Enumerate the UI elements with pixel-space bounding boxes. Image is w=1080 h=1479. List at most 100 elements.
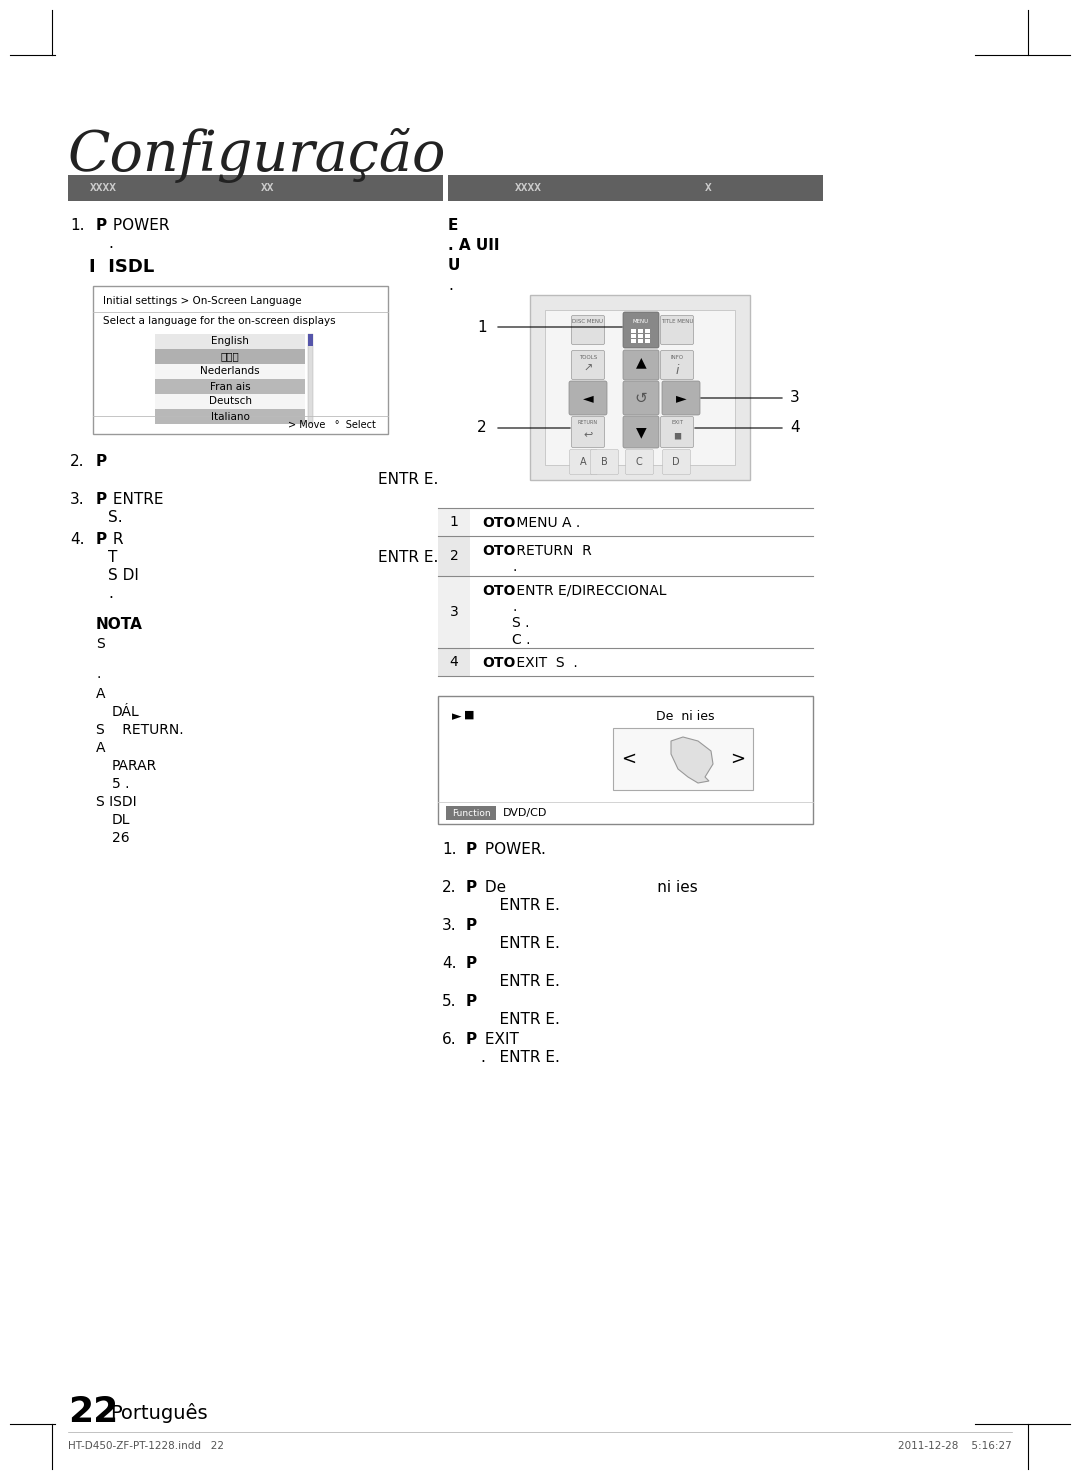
Text: E: E — [448, 217, 458, 234]
Text: 2: 2 — [477, 420, 487, 435]
Text: MENU: MENU — [633, 319, 649, 324]
Text: 5.: 5. — [442, 994, 457, 1009]
Text: 4: 4 — [789, 420, 799, 435]
Bar — [631, 328, 636, 333]
Text: ↩: ↩ — [583, 429, 593, 439]
Text: S    RETURN.: S RETURN. — [96, 723, 184, 737]
Text: EXIT: EXIT — [671, 420, 683, 424]
Text: P: P — [465, 955, 477, 972]
Bar — [156, 349, 305, 364]
Text: P: P — [96, 217, 107, 234]
Text: EXIT  S  .: EXIT S . — [512, 657, 578, 670]
Text: English: English — [211, 337, 248, 346]
Text: A: A — [96, 741, 106, 754]
Text: <: < — [621, 750, 636, 768]
Text: RETURN  R
.: RETURN R . — [512, 544, 592, 574]
Text: OTO: OTO — [482, 657, 515, 670]
Text: Italiano: Italiano — [211, 411, 249, 422]
Text: TITLE MENU: TITLE MENU — [661, 319, 693, 324]
Bar — [156, 334, 305, 349]
Text: ENTR E.: ENTR E. — [480, 898, 559, 913]
Text: 22: 22 — [68, 1395, 118, 1429]
Text: ISDL: ISDL — [102, 257, 154, 277]
Bar — [530, 294, 750, 481]
Text: ▲: ▲ — [636, 355, 646, 368]
Text: 2: 2 — [449, 549, 458, 563]
Text: 4.: 4. — [442, 955, 457, 972]
Text: ↺: ↺ — [635, 390, 647, 405]
FancyBboxPatch shape — [662, 450, 690, 475]
Text: 3: 3 — [789, 390, 800, 405]
Text: POWER: POWER — [108, 217, 170, 234]
Text: ►: ► — [453, 710, 461, 723]
Text: .: . — [108, 586, 113, 600]
Text: DISC MENU: DISC MENU — [572, 319, 604, 324]
Text: P: P — [465, 842, 477, 856]
Text: ▼: ▼ — [636, 424, 646, 439]
Text: 2.: 2. — [442, 880, 457, 895]
FancyBboxPatch shape — [571, 315, 605, 345]
Bar — [438, 575, 470, 648]
FancyBboxPatch shape — [661, 351, 693, 380]
Text: .: . — [480, 1050, 485, 1065]
Bar — [645, 334, 650, 339]
Text: P: P — [465, 918, 477, 933]
Text: ◄: ◄ — [583, 390, 593, 405]
Text: HT-D450-ZF-PT-1228.indd   22: HT-D450-ZF-PT-1228.indd 22 — [68, 1441, 224, 1451]
Text: INFO: INFO — [671, 355, 684, 359]
Text: ENTR E.: ENTR E. — [378, 472, 438, 487]
Text: DVD/CD: DVD/CD — [503, 808, 548, 818]
Text: ENTR E.: ENTR E. — [480, 975, 559, 989]
Bar — [156, 393, 305, 410]
Text: 2011-12-28    5:16:27: 2011-12-28 5:16:27 — [899, 1441, 1012, 1451]
FancyBboxPatch shape — [569, 450, 597, 475]
Text: RETURN: RETURN — [578, 420, 598, 424]
Text: 1: 1 — [477, 319, 487, 334]
Bar — [156, 410, 305, 424]
Bar — [638, 328, 643, 333]
Text: Select a language for the on-screen displays: Select a language for the on-screen disp… — [103, 317, 336, 325]
Bar — [308, 334, 313, 346]
Text: P: P — [96, 493, 107, 507]
Text: OTO: OTO — [482, 516, 515, 529]
Text: XX: XX — [261, 183, 274, 192]
Text: 한국어: 한국어 — [220, 352, 240, 361]
Text: 1: 1 — [449, 515, 458, 529]
Text: 3.: 3. — [442, 918, 457, 933]
Text: 5 .: 5 . — [112, 776, 130, 791]
Text: A: A — [96, 688, 106, 701]
Bar — [68, 175, 443, 201]
Text: De                               ni ies: De ni ies — [480, 880, 698, 895]
Text: 26: 26 — [112, 831, 130, 845]
Bar — [438, 507, 470, 535]
Text: XXXX: XXXX — [514, 183, 541, 192]
Text: POWER.: POWER. — [480, 842, 545, 856]
Text: S: S — [96, 637, 105, 651]
Bar — [438, 648, 470, 676]
Text: XXXX: XXXX — [90, 183, 117, 192]
FancyBboxPatch shape — [623, 416, 659, 448]
Text: S DI: S DI — [108, 568, 139, 583]
Text: .: . — [448, 278, 453, 293]
Polygon shape — [671, 737, 713, 782]
Text: Português: Português — [110, 1404, 207, 1423]
Text: ◼: ◼ — [673, 430, 681, 439]
Text: i: i — [675, 364, 678, 377]
Text: ENTRE: ENTRE — [108, 493, 163, 507]
Bar — [156, 364, 305, 379]
Text: A: A — [580, 457, 586, 467]
Bar — [308, 334, 313, 424]
Bar — [638, 334, 643, 339]
Text: >: > — [730, 750, 745, 768]
FancyBboxPatch shape — [623, 351, 659, 380]
Text: P: P — [465, 994, 477, 1009]
FancyBboxPatch shape — [623, 382, 659, 416]
Bar — [645, 328, 650, 333]
Text: Initial settings > On-Screen Language: Initial settings > On-Screen Language — [103, 296, 301, 306]
Text: Configuração: Configuração — [68, 129, 446, 183]
Text: ENTR E.: ENTR E. — [480, 1050, 559, 1065]
Text: P: P — [465, 1032, 477, 1047]
FancyBboxPatch shape — [625, 450, 653, 475]
Text: OTO: OTO — [482, 544, 515, 558]
Bar — [93, 285, 388, 433]
